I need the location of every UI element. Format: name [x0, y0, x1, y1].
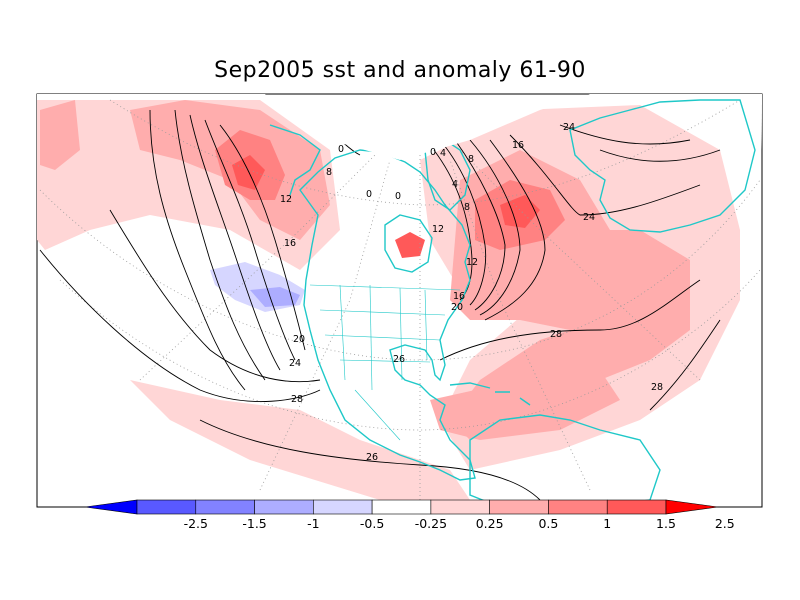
contour-label: 28	[291, 394, 303, 405]
europe-coast	[569, 99, 756, 233]
colorbar-tick-label: 2.5	[715, 516, 735, 531]
contour-label: 12	[466, 257, 478, 268]
graticule	[39, 99, 761, 500]
hudson-bay-coast	[384, 214, 433, 273]
north-america-coast	[299, 149, 476, 481]
caribbean-islands	[449, 382, 531, 406]
map-title: Sep2005 sst and anomaly 61-90	[214, 58, 586, 83]
colorbar-box	[195, 499, 255, 515]
colorbar-box	[254, 499, 314, 515]
contour-label: 4	[452, 179, 458, 190]
colorbar-box	[430, 499, 490, 515]
colorbar-arrow-low	[84, 499, 138, 515]
contour-label: 16	[453, 291, 465, 302]
anomaly-region-caribbean-mid	[430, 370, 620, 440]
anomaly-region-eastpac-light	[130, 380, 470, 500]
contour-label: 8	[326, 167, 332, 178]
colorbar-box	[548, 499, 608, 515]
colorbar-arrow-high	[665, 499, 719, 515]
contour-label: 4	[440, 148, 446, 159]
contour-label: 12	[432, 224, 444, 235]
political-borders	[309, 284, 461, 441]
colorbar-box	[606, 499, 667, 515]
alaska-coast	[269, 124, 321, 196]
contour-label: 16	[284, 238, 296, 249]
colorbar-tick-label: 0.5	[538, 516, 558, 531]
anomaly-region-pacific-mid	[40, 100, 330, 240]
contour-label: 0	[430, 147, 436, 158]
contour-label: 12	[280, 194, 292, 205]
contour-label: 28	[550, 329, 562, 340]
contour-label: 28	[651, 382, 663, 393]
contour-label: 0	[366, 189, 372, 200]
contour-labels: 0 0 0 0 4 8 8 12 12 16 16 16 20 20 24 24…	[280, 122, 663, 463]
colorbar-tick-label: -2.5	[184, 516, 208, 531]
colorbar-tick-label: 1.5	[656, 516, 676, 531]
contour-label: 24	[289, 358, 301, 369]
contour-label: 24	[563, 122, 575, 133]
contour-label: 20	[293, 334, 305, 345]
contour-label: 26	[393, 354, 405, 365]
contour-label: 26	[366, 452, 378, 463]
contour-label: 24	[583, 212, 595, 223]
colorbar-tick-label: 1	[603, 516, 611, 531]
contour-label: 0	[338, 144, 344, 155]
colorbar-box	[371, 499, 432, 515]
colorbar-tick-label: -1.5	[242, 516, 266, 531]
coastlines	[269, 99, 756, 507]
contour-label: 20	[451, 302, 463, 313]
contour-label: 8	[464, 202, 470, 213]
colorbar-box	[489, 499, 549, 515]
colorbar-box	[136, 499, 197, 515]
colorbar-tick-label: -0.25	[415, 516, 447, 531]
sst-contours	[39, 109, 721, 501]
colorbar: -2.5 -1.5 -1 -0.5 -0.25 0.25 0.5 1 1.5 2.5	[84, 499, 735, 531]
contour-label: 16	[512, 140, 524, 151]
contour-label: 8	[468, 154, 474, 165]
anomaly-region-labrador-peak	[500, 195, 540, 228]
anomaly-region-alaska-peak	[232, 155, 265, 190]
anomaly-region-pacific-negative-core	[250, 287, 300, 307]
colorbar-tick-label: -0.5	[360, 516, 384, 531]
contour-label: 0	[395, 191, 401, 202]
colorbar-box	[313, 499, 373, 515]
colorbar-tick-label: -1	[307, 516, 319, 531]
anomaly-region-hudson-strong	[395, 232, 425, 258]
colorbar-tick-label: 0.25	[476, 516, 504, 531]
